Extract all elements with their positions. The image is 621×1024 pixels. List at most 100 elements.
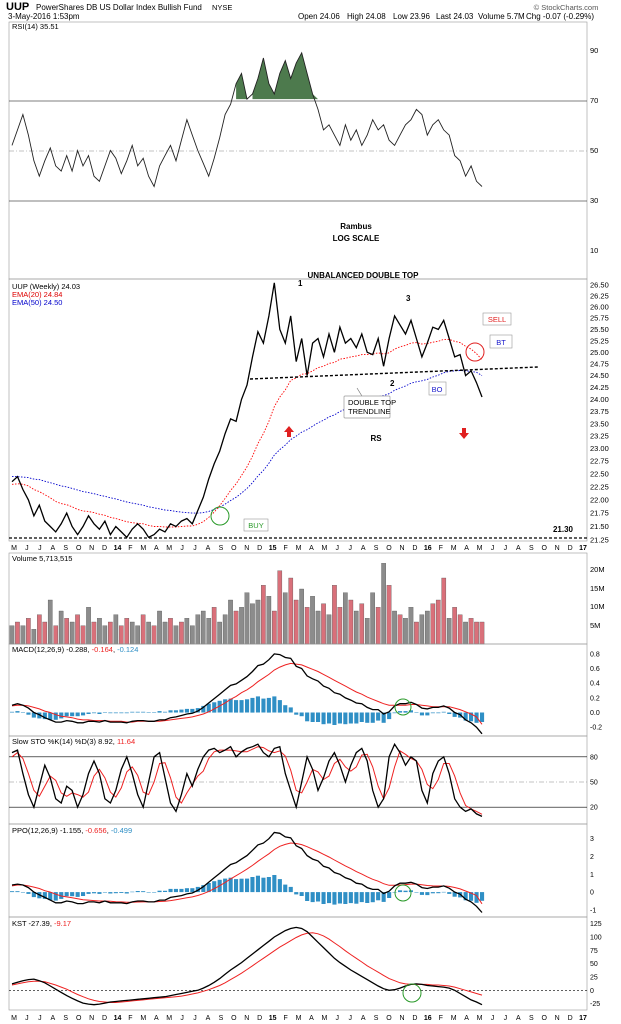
volume-bar: [86, 607, 91, 645]
volume-bar: [397, 614, 403, 645]
ppo-hist-bar: [359, 892, 364, 903]
ppo-hist-bar: [53, 892, 58, 901]
volume-bar: [162, 621, 168, 645]
date-tick: J: [336, 1015, 340, 1022]
ppo-hist-bar: [310, 892, 315, 903]
macd-hist-bar: [447, 712, 452, 714]
date-tick: A: [206, 545, 211, 552]
ppo-hist-bar: [288, 886, 293, 893]
macd-hist-bar: [152, 712, 157, 713]
ppo-hist-bar: [277, 879, 282, 893]
ppo-hist-bar: [10, 891, 15, 893]
date-tick: 17: [579, 545, 587, 552]
date-tick: J: [491, 1015, 495, 1022]
date-tick: J: [348, 545, 352, 552]
volume-bar: [222, 614, 228, 645]
volume-bar: [118, 625, 124, 645]
volume-bar: [343, 592, 348, 645]
rsi-tick: 10: [590, 246, 598, 255]
ppo-value: -1.155: [60, 826, 81, 835]
ppo-cross-circle: [394, 884, 412, 902]
macd-hist-bar: [15, 711, 20, 713]
macd-hist-bar: [310, 712, 315, 722]
volume-bar: [200, 610, 206, 645]
macd-hist-bar: [316, 712, 321, 722]
date-tick: S: [529, 545, 534, 552]
price-tick: 22.50: [590, 470, 609, 479]
macd-hist-bar: [206, 703, 211, 713]
macd-hist-bar: [430, 712, 435, 714]
svg-text:MACD(12,26,9) -0.288, -0.164,: MACD(12,26,9) -0.288, -0.164, -0.124: [12, 645, 138, 654]
macd-hist-bar: [255, 696, 260, 713]
ppo-hist-bar: [463, 892, 468, 901]
kst-tick: 125: [590, 921, 602, 928]
ppo-hist-bar: [26, 892, 31, 894]
date-tick: M: [166, 1015, 172, 1022]
volume-bar: [113, 614, 119, 645]
ppo-hist-bar: [343, 892, 348, 904]
ppo-hist-bar: [124, 892, 129, 894]
date-tick: 16: [424, 545, 432, 552]
volume-bar: [217, 621, 222, 645]
scale-label: LOG SCALE: [333, 234, 380, 243]
macd-hist-bar: [86, 712, 91, 714]
date-tick: D: [412, 1015, 417, 1022]
date-tick: M: [477, 1015, 483, 1022]
volume-bar: [244, 592, 250, 645]
volume-bar: [53, 625, 59, 645]
price-tick: 23.75: [590, 407, 609, 416]
volume-tick: 15M: [590, 584, 605, 593]
date-tick: M: [140, 1015, 146, 1022]
ppo-hist-bar: [157, 890, 162, 893]
volume-bar: [102, 625, 108, 645]
macd-hist-bar: [92, 712, 97, 714]
macd-hist-bar: [288, 707, 293, 713]
date-tick: J: [25, 1015, 29, 1022]
date-tick: 17: [579, 1015, 587, 1022]
peak-label-1: 1: [298, 279, 303, 288]
chart-title: UNBALANCED DOUBLE TOP: [308, 271, 420, 280]
sto-label: Slow STO %K(14) %D(3): [12, 737, 97, 746]
volume-bar: [414, 621, 419, 645]
date-tick: D: [568, 545, 573, 552]
macd-hist-bar: [305, 712, 310, 722]
volume-bar: [190, 625, 195, 645]
ppo-hist-bar: [327, 892, 332, 904]
ppo-hist-bar: [234, 879, 239, 893]
ppo-hist-bar: [113, 892, 118, 894]
macd-hist-bar: [108, 712, 113, 714]
ppo-line: [11, 831, 483, 913]
price-tick: 21.75: [590, 509, 609, 518]
date-tick: N: [399, 1015, 404, 1022]
ppo-hist-bar: [75, 892, 80, 897]
volume-bar: [255, 599, 261, 645]
ppo-hist-bar: [223, 878, 228, 893]
macd-hist-bar: [403, 711, 408, 713]
bt-label: BT: [496, 338, 506, 347]
volume-bar: [277, 570, 283, 645]
support-level: 21.30: [553, 525, 574, 534]
volume-bar: [9, 625, 15, 645]
ppo-hist-bar: [15, 891, 20, 893]
volume-bar: [337, 607, 343, 645]
macd-hist-bar: [392, 712, 397, 714]
macd-hist-bar: [266, 697, 271, 713]
volume-bar: [293, 599, 299, 645]
volume-bar: [441, 577, 447, 645]
macd-hist-bar: [398, 711, 403, 713]
date-tick: A: [309, 1015, 314, 1022]
rsi-tick: 50: [590, 146, 598, 155]
macd-signal-value: -0.164: [92, 645, 113, 654]
macd-hist-bar: [354, 712, 359, 724]
date-axis: M J J A S O N D 14 F M A M J J A S O N D 15 F M A M J J A S O N D 16 F M A M…: [11, 545, 587, 552]
trendline-callout-text: DOUBLE TOP TRENDLINE: [348, 398, 396, 416]
volume-bar: [468, 618, 474, 645]
date-tick: 15: [269, 545, 277, 552]
price-line: [11, 282, 483, 539]
sto-panel: Slow STO %K(14) %D(3) 8.92, 11.64 80 50 20: [8, 735, 598, 825]
volume-bar: [97, 618, 102, 645]
ppo-hist-bar: [337, 892, 342, 904]
ppo-hist-bar: [20, 892, 25, 893]
date-tick: N: [555, 545, 560, 552]
